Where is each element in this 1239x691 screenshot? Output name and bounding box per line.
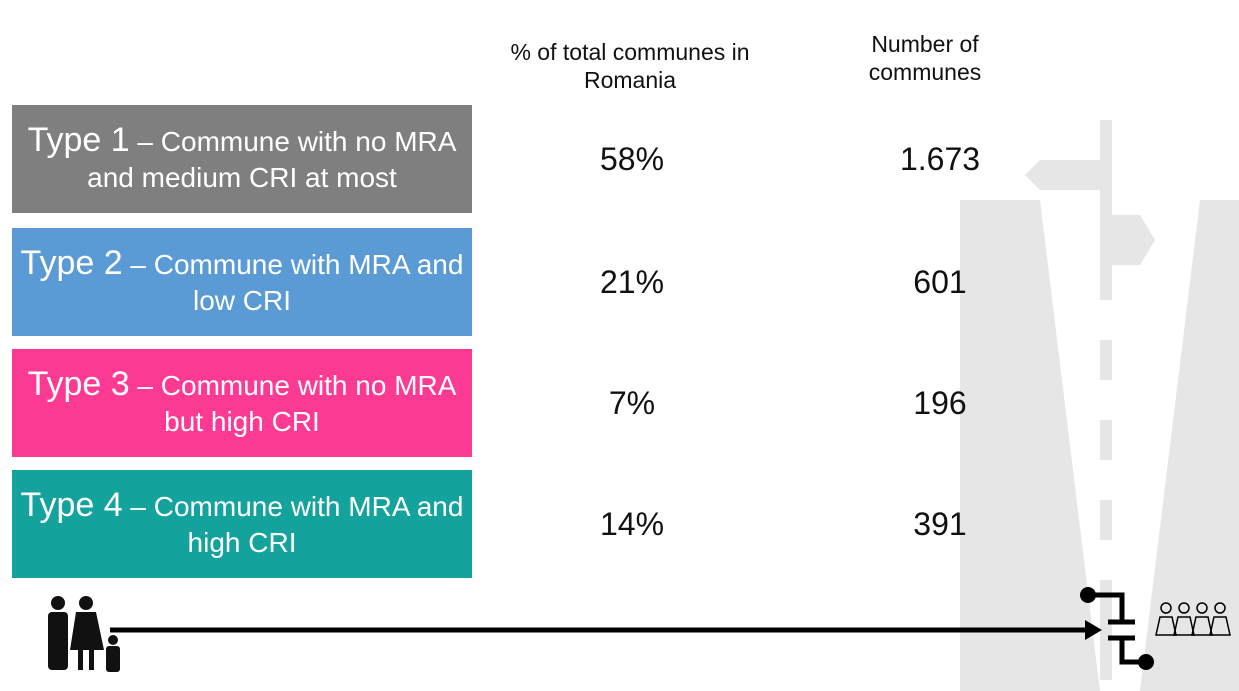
percent-cell: 14% — [532, 506, 732, 543]
column-header: % of total communes in Romania — [480, 38, 780, 94]
count-cell: 391 — [840, 506, 1040, 543]
type-box: Type 1 – Commune with no MRA and medium … — [12, 105, 472, 213]
column-header: Number of communes — [830, 30, 1020, 86]
count-cell: 196 — [840, 385, 1040, 422]
percent-cell: 7% — [532, 385, 732, 422]
arrow-head — [1085, 620, 1102, 640]
type-box: Type 3 – Commune with no MRA but high CR… — [12, 349, 472, 457]
background-graphics — [0, 0, 1239, 691]
count-cell: 601 — [840, 264, 1040, 301]
type-name: Type 2 — [21, 244, 123, 282]
type-description: – Commune with MRA and high CRI — [130, 491, 463, 558]
type-description: – Commune with MRA and low CRI — [130, 249, 463, 316]
type-label: Type 4 – Commune with MRA and high CRI — [18, 487, 466, 561]
type-label: Type 3 – Commune with no MRA but high CR… — [18, 366, 466, 440]
type-name: Type 4 — [21, 486, 123, 524]
type-name: Type 3 — [28, 365, 130, 403]
percent-cell: 58% — [532, 141, 732, 178]
count-cell: 1.673 — [840, 141, 1040, 178]
type-label: Type 2 – Commune with MRA and low CRI — [18, 245, 466, 319]
sign-right — [1112, 215, 1155, 265]
page: {"header": {"percent_column": "% of tota… — [0, 0, 1239, 691]
type-label: Type 1 – Commune with no MRA and medium … — [18, 122, 466, 196]
type-box: Type 2 – Commune with MRA and low CRI — [12, 228, 472, 336]
junction-dot — [1080, 587, 1096, 603]
family-icon — [48, 596, 120, 672]
type-name: Type 1 — [28, 121, 130, 159]
type-description: – Commune with no MRA and medium CRI at … — [87, 126, 456, 193]
junction-dot — [1138, 654, 1154, 670]
type-description: – Commune with no MRA but high CRI — [137, 370, 456, 437]
percent-cell: 21% — [532, 264, 732, 301]
type-box: Type 4 – Commune with MRA and high CRI — [12, 470, 472, 578]
